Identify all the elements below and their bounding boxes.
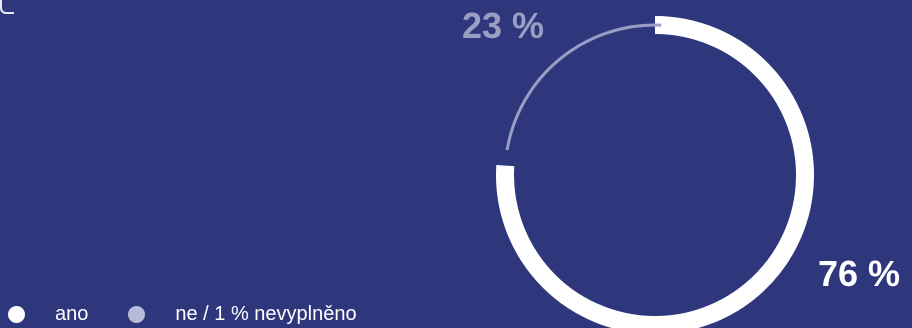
- legend-label-ne: ne / 1 % nevyplněno: [175, 303, 357, 325]
- legend-swatch-ne: [128, 305, 146, 323]
- value-label-ano: 76 %: [818, 253, 901, 294]
- legend-label-ano: ano: [55, 303, 89, 325]
- legend-swatch-ano: [8, 305, 25, 323]
- value-label-ne: 23 %: [462, 5, 545, 46]
- donut-segment-ne: [505, 23, 662, 151]
- cropped-text-fragment: [0, 0, 14, 14]
- donut-segment-ano: [496, 16, 814, 328]
- legend: ano ne / 1 % nevyplněno: [8, 304, 397, 324]
- legend-item-ne: ne / 1 % nevyplněno: [128, 303, 357, 325]
- legend-item-ano: ano: [8, 304, 88, 324]
